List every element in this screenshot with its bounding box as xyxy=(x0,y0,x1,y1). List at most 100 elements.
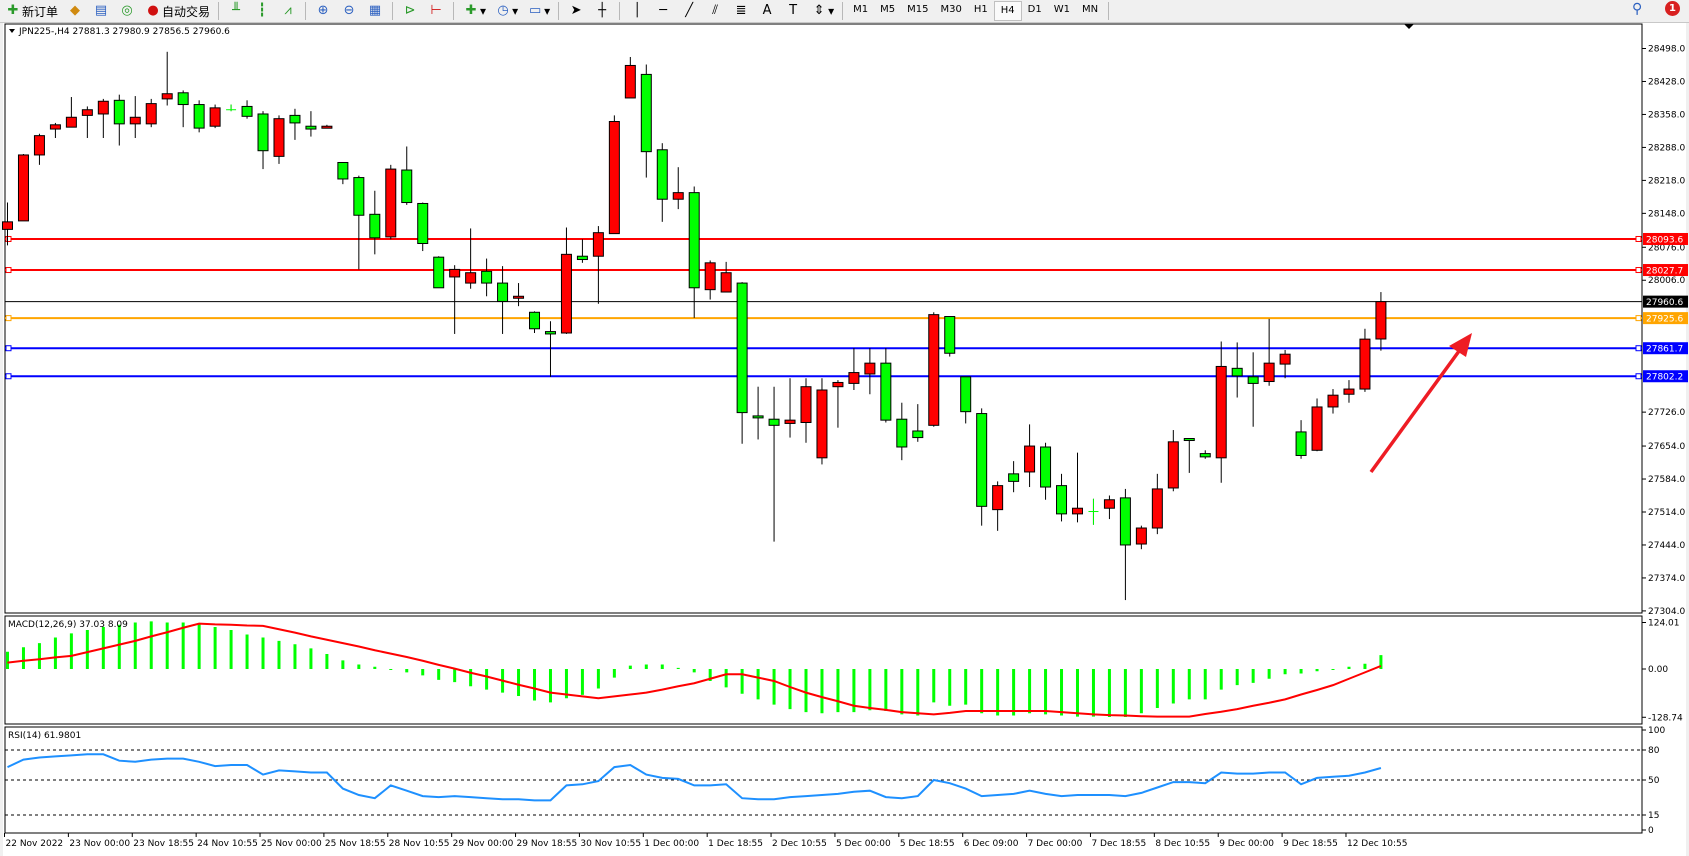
time-label: 23 Nov 18:55 xyxy=(133,839,194,849)
candle-body xyxy=(672,192,684,200)
time-label: 9 Dec 18:55 xyxy=(1283,839,1338,849)
timeframe-d1[interactable]: D1 xyxy=(1027,4,1042,15)
toolbar: ✚ 新订单 ◆ ▤ ◎ ● 自动交易 ╨ ┇ ⩘ ⊕ ⊖ ▦ ⊳ ⊢ ✚ ▾ ◷ ▾ ▭… xyxy=(0,0,1689,23)
timeframe-mn[interactable]: MN xyxy=(1081,4,1099,15)
candle-body xyxy=(1311,406,1323,451)
horizontal-line-icon: ─ xyxy=(659,3,668,18)
timeframe-m15[interactable]: M15 xyxy=(907,4,929,15)
notification-badge[interactable]: 1 xyxy=(1665,1,1680,16)
periods-button[interactable]: ◷ ▾ xyxy=(491,1,521,21)
macd-bar xyxy=(804,669,808,713)
macd-bar xyxy=(293,644,297,669)
macd-bar xyxy=(1331,669,1335,670)
candle xyxy=(481,258,493,297)
auto-scroll-button[interactable]: ⊳ xyxy=(398,1,422,21)
signals-button[interactable]: ◎ xyxy=(115,1,139,21)
arrows-button[interactable]: ⇕ ▾ xyxy=(807,1,837,21)
timeframe-w1[interactable]: W1 xyxy=(1053,4,1070,15)
candle-body xyxy=(289,114,301,124)
candle xyxy=(417,202,429,252)
candle-body xyxy=(960,376,972,413)
candle xyxy=(608,115,620,235)
text-label-button[interactable]: T xyxy=(781,1,805,21)
cursor-button[interactable]: ➤ xyxy=(564,1,588,21)
vertical-line-button[interactable]: │ xyxy=(625,1,649,21)
macd-bar xyxy=(820,669,824,714)
tile-windows-button[interactable]: ▦ xyxy=(363,1,387,21)
line-chart-button[interactable]: ⩘ xyxy=(276,1,300,21)
zoom-in-button[interactable]: ⊕ xyxy=(311,1,335,21)
equidistant-channel-button[interactable]: ⫽ xyxy=(703,1,727,21)
macd-bar xyxy=(660,664,664,669)
new-order-icon: ✚ xyxy=(7,3,19,18)
rsi-label: RSI(14) 61.9801 xyxy=(8,731,81,741)
candle-body xyxy=(1008,473,1020,482)
time-label: 25 Nov 18:55 xyxy=(325,839,386,849)
chart-shift-button[interactable]: ⊢ xyxy=(424,1,448,21)
fibonacci-button[interactable]: ≣ xyxy=(729,1,753,21)
data-window-button[interactable]: ▤ xyxy=(89,1,113,21)
candle xyxy=(385,164,397,240)
macd-bar xyxy=(341,660,345,669)
macd-bar xyxy=(117,624,121,669)
line-handle xyxy=(1635,235,1642,242)
candle xyxy=(768,386,780,542)
search-icon[interactable]: ⚲ xyxy=(1632,1,1643,17)
candlestick-button[interactable]: ┇ xyxy=(250,1,274,21)
candle xyxy=(97,98,109,138)
timeframe-h1[interactable]: H1 xyxy=(973,4,988,15)
timeframe-m1[interactable]: M1 xyxy=(853,4,869,15)
market-watch-button[interactable]: ◆ xyxy=(63,1,87,21)
zoom-out-icon: ⊖ xyxy=(343,3,355,18)
timeframe-m5[interactable]: M5 xyxy=(880,4,896,15)
candle-body xyxy=(497,282,509,302)
candles xyxy=(2,51,1387,601)
templates-button[interactable]: ▭ ▾ xyxy=(523,1,553,21)
indicators-button[interactable]: ✚ ▾ xyxy=(459,1,489,21)
bar-chart-icon: ╨ xyxy=(232,3,240,18)
candle-body xyxy=(353,177,365,216)
macd-bar xyxy=(1107,669,1111,717)
auto-trade-button[interactable]: ● 自动交易 xyxy=(141,1,213,21)
timeframe-m30[interactable]: M30 xyxy=(940,4,962,15)
line-handle xyxy=(5,345,12,352)
rsi-tick-label: 15 xyxy=(1648,811,1659,821)
candle-body xyxy=(193,104,205,129)
trendline-button[interactable]: ╱ xyxy=(677,1,701,21)
macd-signal-line xyxy=(7,622,1382,718)
timeframe-h4[interactable]: H4 xyxy=(993,1,1022,21)
price-tick-label: 28288.0 xyxy=(1648,143,1685,153)
macd-panel xyxy=(4,615,1643,725)
text-button[interactable]: A xyxy=(755,1,779,21)
crosshair-icon: ┼ xyxy=(598,3,607,18)
new-order-button[interactable]: ✚ 新订单 xyxy=(1,1,61,21)
crosshair-button[interactable]: ┼ xyxy=(590,1,614,21)
signals-icon: ◎ xyxy=(121,3,133,18)
candle-body xyxy=(1183,438,1195,442)
candle-body xyxy=(752,415,764,419)
candle-body xyxy=(305,125,317,130)
candle xyxy=(1040,442,1052,500)
time-label: 22 Nov 2022 xyxy=(6,839,64,849)
horizontal-line-button[interactable]: ─ xyxy=(651,1,675,21)
candle-body xyxy=(1247,376,1259,384)
macd-bar xyxy=(229,630,233,669)
candle-body xyxy=(417,202,429,245)
bar-chart-button[interactable]: ╨ xyxy=(224,1,248,21)
time-label: 12 Dec 10:55 xyxy=(1347,839,1408,849)
macd-bar xyxy=(453,669,457,683)
macd-bar xyxy=(548,669,552,703)
candle-body xyxy=(513,295,525,299)
macd-bar xyxy=(485,669,489,690)
macd-bar xyxy=(788,669,792,710)
line-chart-icon: ⩘ xyxy=(284,3,292,18)
zoom-out-button[interactable]: ⊖ xyxy=(337,1,361,21)
arrow-head-icon xyxy=(1449,333,1472,357)
price-tick-label: 28006.0 xyxy=(1648,276,1685,286)
macd-bar xyxy=(373,666,377,669)
time-label: 5 Dec 18:55 xyxy=(900,839,955,849)
candle xyxy=(784,378,796,438)
candle-body xyxy=(465,272,477,284)
price-tick-label: 28358.0 xyxy=(1648,110,1685,120)
